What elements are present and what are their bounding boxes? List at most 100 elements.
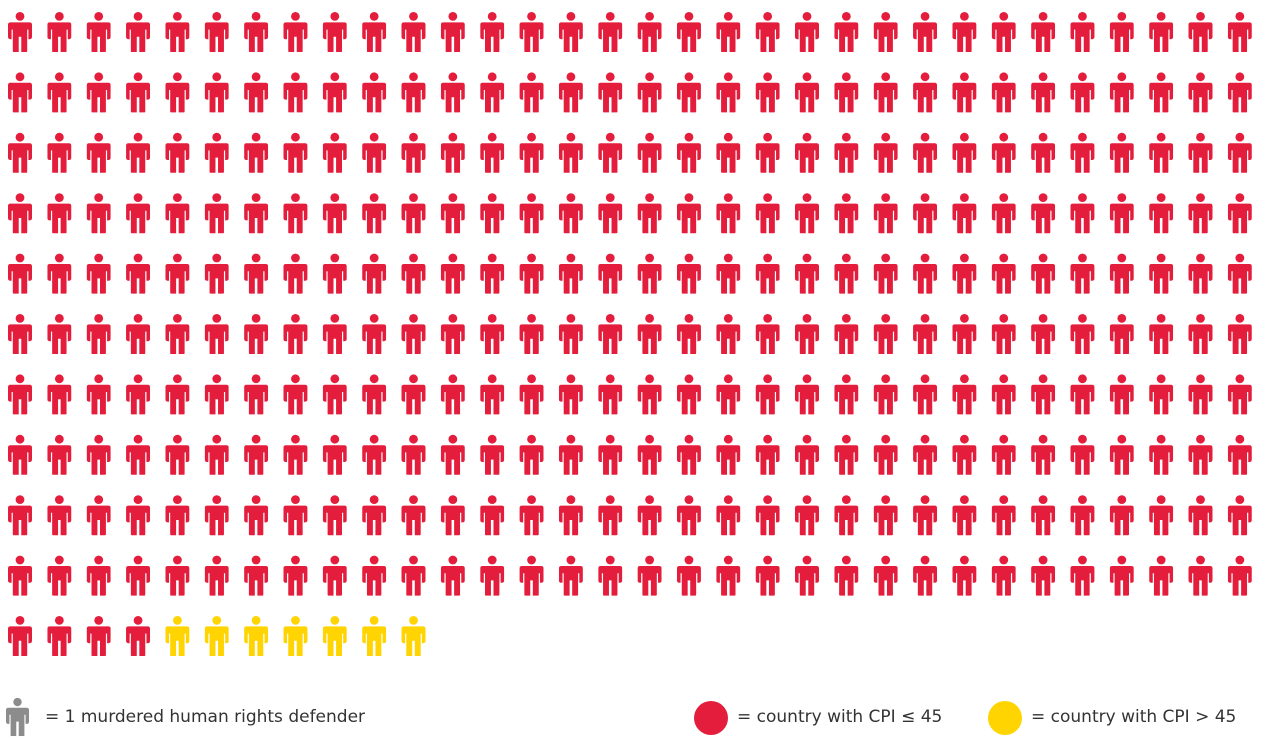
person-icon-cpi-low: [952, 253, 977, 294]
person-icon-cpi-low: [558, 434, 583, 475]
person-icon-cpi-low: [913, 434, 938, 475]
person-icon-cpi-low: [1188, 434, 1213, 475]
person-icon-cpi-low: [244, 12, 269, 52]
person-icon-cpi-low: [165, 193, 190, 234]
person-icon-cpi-low: [47, 253, 72, 294]
person-icon-cpi-low: [991, 72, 1016, 113]
person-icon-cpi-low: [558, 314, 583, 354]
person-icon-cpi-low: [834, 253, 859, 294]
person-icon-cpi-low: [716, 253, 741, 294]
person-icon-cpi-low: [519, 555, 544, 596]
person-icon-cpi-low: [795, 253, 819, 294]
person-icon-cpi-low: [8, 616, 32, 656]
person-icon-cpi-low: [204, 72, 229, 113]
person-icon-cpi-low: [755, 132, 780, 173]
person-icon-cpi-low: [1031, 72, 1056, 113]
person-icon-cpi-low: [716, 72, 741, 113]
person-icon-cpi-low: [47, 132, 72, 173]
person-icon-cpi-low: [8, 374, 32, 415]
person-icon-cpi-low: [834, 434, 859, 475]
person-icon-cpi-low: [1070, 253, 1095, 294]
pictogram-chart: [8, 12, 1252, 656]
person-icon-cpi-low: [362, 314, 387, 354]
person-icon-cpi-low: [440, 374, 465, 415]
person-icon-cpi-low: [519, 434, 544, 475]
person-icon-cpi-low: [86, 495, 111, 536]
person-icon-cpi-low: [834, 374, 859, 415]
person-icon-cpi-low: [913, 132, 938, 173]
person-icon-cpi-low: [126, 12, 151, 52]
person-icon-cpi-high: [362, 616, 387, 656]
person-icon-cpi-low: [322, 374, 347, 415]
person-icon-cpi-low: [1031, 12, 1056, 52]
person-icon-cpi-low: [126, 314, 151, 354]
person-icon-cpi-low: [1188, 374, 1213, 415]
person-icon-cpi-low: [873, 193, 898, 234]
legend-yellow-label: = country with CPI > 45: [1031, 707, 1237, 727]
person-icon-cpi-low: [8, 495, 32, 536]
person-icon-cpi-low: [401, 72, 426, 113]
person-icon-cpi-low: [440, 253, 465, 294]
person-icon-cpi-low: [362, 193, 387, 234]
person-icon-cpi-low: [637, 374, 662, 415]
person-icon-cpi-low: [440, 555, 465, 596]
person-icon-cpi-low: [834, 555, 859, 596]
person-icon-cpi-low: [558, 132, 583, 173]
person-icon-cpi-low: [126, 434, 151, 475]
person-icon-cpi-low: [322, 12, 347, 52]
person-icon-cpi-low: [204, 555, 229, 596]
person-icon-cpi-high: [165, 616, 190, 656]
person-icon-cpi-low: [913, 72, 938, 113]
person-icon-cpi-low: [991, 253, 1016, 294]
person-icon-cpi-low: [755, 72, 780, 113]
person-icon-cpi-high: [322, 616, 347, 656]
person-icon-cpi-low: [401, 495, 426, 536]
person-icon-cpi-low: [440, 434, 465, 475]
person-icon-cpi-low: [598, 132, 623, 173]
person-icon-cpi-low: [322, 495, 347, 536]
person-icon-cpi-low: [952, 434, 977, 475]
person-icon-cpi-low: [86, 434, 111, 475]
person-icon-cpi-low: [519, 253, 544, 294]
person-icon-cpi-low: [401, 434, 426, 475]
person-icon-cpi-low: [913, 495, 938, 536]
person-icon-cpi-low: [873, 12, 898, 52]
person-icon-cpi-low: [676, 314, 701, 354]
person-icon-cpi-low: [244, 374, 269, 415]
person-icon-cpi-low: [1227, 495, 1252, 536]
person-icon-cpi-low: [165, 253, 190, 294]
person-icon-cpi-low: [676, 193, 701, 234]
person-icon-cpi-low: [283, 314, 308, 354]
person-icon-cpi-low: [283, 495, 308, 536]
person-icon-cpi-low: [283, 555, 308, 596]
person-icon-cpi-low: [755, 374, 780, 415]
person-icon-cpi-low: [1227, 132, 1252, 173]
person-icon-cpi-high: [244, 616, 269, 656]
person-icon-cpi-low: [1109, 72, 1134, 113]
person-icon-cpi-low: [480, 132, 505, 173]
person-icon-cpi-low: [401, 374, 426, 415]
person-icon-cpi-low: [1149, 72, 1174, 113]
person-icon-cpi-low: [126, 555, 151, 596]
person-icon-cpi-low: [283, 193, 308, 234]
person-icon-cpi-low: [873, 132, 898, 173]
person-icon-cpi-low: [165, 314, 190, 354]
person-icon-cpi-low: [86, 314, 111, 354]
person-icon-cpi-low: [1149, 495, 1174, 536]
person-icon-cpi-low: [598, 193, 623, 234]
person-icon-cpi-low: [401, 132, 426, 173]
person-icon-cpi-low: [795, 374, 819, 415]
person-icon-cpi-low: [1227, 193, 1252, 234]
person-icon-cpi-low: [86, 616, 111, 656]
person-icon-cpi-low: [873, 495, 898, 536]
person-icon-cpi-low: [637, 132, 662, 173]
person-icon-cpi-low: [401, 193, 426, 234]
person-icon-cpi-low: [676, 495, 701, 536]
person-icon-cpi-low: [8, 12, 32, 52]
person-icon-cpi-low: [47, 72, 72, 113]
person-icon-cpi-low: [952, 132, 977, 173]
person-icon-cpi-low: [1188, 314, 1213, 354]
person-icon-cpi-low: [558, 495, 583, 536]
person-icon-cpi-low: [1188, 495, 1213, 536]
person-icon-cpi-low: [558, 253, 583, 294]
